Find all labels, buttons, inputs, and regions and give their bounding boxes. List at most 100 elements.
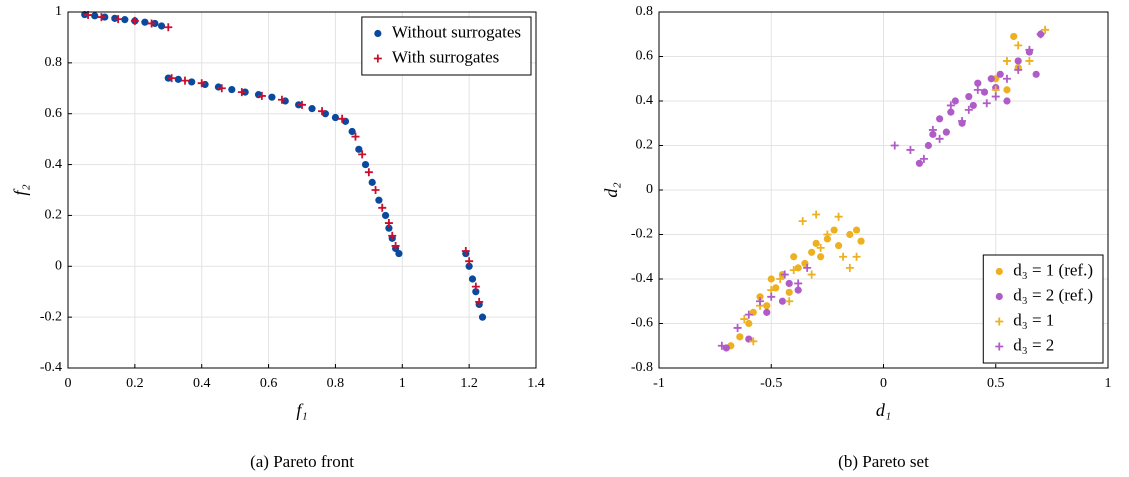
plus-marker (147, 19, 156, 28)
plus-marker (1025, 45, 1034, 54)
dot-marker (808, 248, 816, 256)
y-tick-label: 0.2 (45, 208, 63, 223)
y-tick-label: -0.2 (40, 309, 62, 324)
dot-marker (158, 22, 166, 30)
dot-marker (767, 275, 775, 283)
plus-marker (338, 114, 347, 123)
dot-marker (478, 313, 487, 321)
legend-box (982, 254, 1104, 364)
x-tick-label: 1 (399, 376, 406, 391)
dot-marker (763, 302, 771, 310)
legend: Without surrogates With surrogates (361, 16, 532, 76)
legend-box (361, 16, 532, 76)
plus-marker (839, 252, 848, 261)
dot-marker (374, 29, 382, 38)
y-tick-label: -0.2 (631, 227, 653, 242)
plus-marker (812, 210, 821, 219)
dot-marker (835, 242, 843, 250)
dot-marker (980, 88, 989, 96)
x-tick-label: 0 (65, 376, 72, 391)
dot-marker (936, 115, 944, 123)
dot-marker (965, 92, 973, 101)
dot-marker (188, 78, 196, 86)
axes-frame (658, 11, 1109, 369)
plus-marker (919, 154, 928, 163)
plus-marker (995, 342, 1004, 351)
x-tick-label: 0.5 (987, 376, 1005, 391)
plus-marker (906, 145, 915, 154)
dot-marker (790, 253, 798, 261)
plus-marker (834, 212, 843, 221)
y-tick-label: -0.4 (631, 271, 653, 286)
plus-marker (823, 230, 832, 239)
y-tick-label: -0.4 (40, 360, 62, 375)
plus-marker (167, 74, 176, 83)
plus-marker (995, 317, 1004, 326)
dot-marker (385, 224, 393, 232)
plus-marker (958, 117, 967, 126)
plus-marker (358, 150, 367, 159)
plus-marker (391, 241, 400, 250)
plus-marker (465, 257, 474, 266)
dot-marker (987, 75, 995, 83)
legend: d₃ = 1 (ref.) d₃ = 2 (ref.) d₃ = 1 d₃ = 2 (982, 254, 1104, 364)
plus-marker (789, 266, 798, 275)
y-tick-label: 0.4 (45, 157, 63, 172)
dot-marker (348, 127, 356, 136)
dot-marker (174, 75, 182, 83)
dot-marker (763, 308, 771, 316)
plus-marker (852, 252, 861, 261)
dot-marker (947, 108, 955, 116)
dot-marker (974, 79, 982, 87)
plus-marker (973, 85, 982, 94)
plus-marker (991, 85, 1000, 94)
x-tick-label: 0.4 (193, 376, 211, 391)
plus-marker (744, 310, 753, 319)
dot-marker (1014, 57, 1022, 65)
plus-marker (794, 279, 803, 288)
legend-label: With surrogates (392, 47, 499, 66)
plus-marker (785, 297, 794, 306)
legend-label: d₃ = 2 (1013, 335, 1054, 354)
plus-marker (373, 54, 382, 63)
y-tick-label: 0.8 (636, 4, 654, 19)
dot-marker (915, 159, 924, 167)
y-tick-label: -0.6 (631, 316, 653, 331)
x-tick-label: -1 (653, 376, 665, 391)
dot-marker (468, 275, 477, 283)
plus-marker (803, 263, 812, 272)
dot-marker (465, 262, 473, 270)
y-tick-label: 0 (55, 259, 62, 274)
x-tick-label: 0.8 (327, 376, 345, 391)
dot-marker (852, 226, 861, 234)
plus-marker (364, 168, 373, 177)
legend-label: d₃ = 1 (ref.) (1013, 260, 1093, 279)
dot-marker (924, 141, 933, 150)
plus-marker (471, 282, 480, 291)
dot-marker (381, 211, 390, 220)
dot-marker (1032, 70, 1040, 78)
y-axis-label: d₂ (601, 182, 621, 197)
dot-marker (1003, 86, 1011, 94)
x-tick-label: 0.2 (126, 376, 144, 391)
dot-marker (268, 93, 276, 101)
dot-marker (995, 267, 1003, 276)
plus-marker (807, 270, 816, 279)
plus-marker (780, 270, 789, 279)
x-tick-label: 1.2 (460, 376, 478, 391)
plus-marker (277, 95, 286, 104)
y-tick-label: 0.6 (45, 106, 63, 121)
dot-marker (308, 105, 316, 113)
legend-label: d₃ = 1 (1013, 310, 1054, 329)
dot-marker (745, 319, 753, 328)
plus-marker (935, 134, 944, 143)
plus-marker (475, 297, 484, 306)
plus-marker (461, 247, 470, 256)
plus-marker (1025, 56, 1034, 65)
plus-marker (964, 105, 973, 114)
plus-marker (798, 217, 807, 226)
plus-marker (130, 16, 139, 25)
dot-marker (785, 279, 793, 288)
caption: (a) Pareto front (250, 452, 354, 471)
plus-marker (388, 231, 397, 240)
